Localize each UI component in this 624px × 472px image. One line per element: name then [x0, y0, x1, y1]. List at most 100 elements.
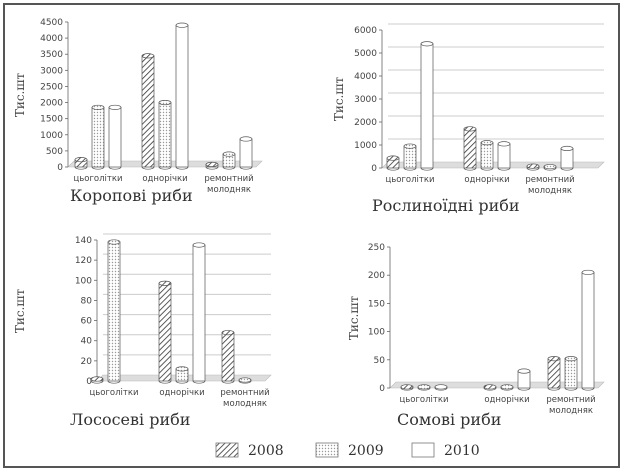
bar-2008-2 — [483, 384, 497, 391]
legend-item-2009: 2009 — [315, 442, 384, 459]
category-label: цьоголітки — [89, 388, 138, 398]
bar-2009-3 — [238, 377, 252, 384]
legend-label: 2010 — [444, 443, 480, 459]
bar-2010-2 — [175, 22, 189, 170]
legend-swatch — [315, 442, 339, 458]
y-tick-label: 6000 — [354, 26, 377, 36]
y-tick-label: 3000 — [40, 66, 63, 76]
bar-2009-2 — [158, 100, 172, 170]
y-tick-label: 2000 — [40, 99, 63, 109]
bar-2009-2 — [480, 140, 494, 171]
bar-2009-1 — [417, 384, 431, 391]
category-label: цьоголітки — [385, 175, 434, 185]
y-tick-label: 0 — [379, 384, 385, 394]
y-tick-label: 1000 — [40, 131, 63, 141]
chart-2: 0 1000 2000 3000 4000 5000 6000 цьоголітки однор… — [332, 23, 605, 215]
bar-2010-3 — [560, 145, 574, 171]
y-tick-label: 3500 — [40, 50, 63, 60]
category-label: цьоголітки — [73, 174, 122, 184]
chart-title: Лососеві риби — [70, 410, 190, 429]
y-tick-label: 140 — [75, 236, 92, 246]
y-axis-label: Тис.шт — [332, 76, 346, 121]
y-tick-label: 2500 — [40, 82, 63, 92]
y-axis-label: Тис.шт — [13, 288, 27, 333]
chart-3: 0 20 40 60 80 100 120 140 цьоголітки однорічки рем… — [13, 233, 272, 429]
legend-item-2010: 2010 — [411, 442, 480, 459]
bar-2008-3 — [221, 330, 235, 384]
bar-2008-2 — [463, 126, 477, 171]
y-tick-label: 150 — [368, 299, 385, 309]
bar-2009-1 — [107, 239, 121, 384]
bar-2009-3 — [543, 164, 557, 171]
y-tick-label: 100 — [368, 328, 385, 338]
y-tick-label: 0 — [371, 164, 377, 174]
y-tick-label: 1000 — [354, 141, 377, 151]
y-tick-label: 0 — [57, 163, 63, 173]
legend-label: 2009 — [348, 443, 384, 459]
y-tick-label: 4000 — [40, 34, 63, 44]
y-axis-label: Тис.шт — [13, 72, 27, 117]
category-label: ремонтний молодняк — [220, 388, 269, 409]
legend-item-2008: 2008 — [215, 442, 284, 459]
legend-swatch — [215, 442, 239, 458]
bar-2008-3 — [205, 161, 219, 170]
figure-frame — [3, 3, 620, 468]
y-tick-label: 4000 — [354, 72, 377, 82]
bar-2009-2 — [500, 384, 514, 391]
y-tick-label: 1500 — [40, 115, 63, 125]
chart-1: 0 500 1000 1500 2000 2500 3000 3500 4000 4500 цьог… — [13, 18, 263, 205]
chart-title: Рослиноїдні риби — [372, 196, 520, 215]
category-label: однорічки — [484, 395, 529, 405]
bar-2009-1 — [91, 104, 105, 170]
bar-2010-2 — [517, 368, 531, 391]
legend: 2008 2009 2010 — [215, 442, 480, 459]
bar-2008-2 — [158, 280, 172, 384]
y-tick-label: 120 — [75, 256, 92, 266]
chart-title: Сомові риби — [397, 410, 501, 429]
bar-2008-1 — [90, 376, 104, 384]
bar-2010-3 — [581, 269, 595, 391]
category-label: ремонтний молодняк — [525, 175, 574, 196]
bar-2008-3 — [547, 356, 561, 391]
bar-2009-2 — [175, 366, 189, 384]
y-tick-label: 2000 — [354, 118, 377, 128]
y-tick-label: 3000 — [354, 95, 377, 105]
y-tick-label: 100 — [75, 276, 92, 286]
bar-2008-1 — [400, 384, 414, 391]
y-tick-label: 60 — [81, 317, 93, 327]
bar-2008-1 — [386, 155, 400, 171]
bar-2010-1 — [434, 384, 448, 391]
category-label: ремонтний молодняк — [546, 395, 595, 416]
legend-swatch — [411, 442, 435, 458]
legend-label: 2008 — [248, 443, 284, 459]
bar-2010-2 — [192, 242, 206, 384]
bar-2008-3 — [526, 163, 540, 171]
category-label: однорічки — [464, 175, 509, 185]
bar-2010-1 — [108, 104, 122, 170]
category-label: однорічки — [159, 388, 204, 398]
bar-2009-1 — [403, 143, 417, 171]
bar-2010-1 — [420, 41, 434, 171]
category-label: ремонтний молодняк — [204, 174, 253, 195]
y-tick-label: 500 — [46, 147, 63, 157]
bar-2010-2 — [497, 141, 511, 171]
bar-2009-3 — [222, 151, 236, 170]
y-tick-label: 0 — [86, 377, 92, 387]
category-label: однорічки — [142, 174, 187, 184]
y-tick-label: 4500 — [40, 18, 63, 28]
y-axis-label: Тис.шт — [347, 295, 361, 340]
y-tick-label: 40 — [81, 337, 93, 347]
y-tick-label: 200 — [368, 271, 385, 281]
bar-2010-3 — [239, 136, 253, 170]
y-tick-label: 50 — [374, 356, 386, 366]
chart-4: 0 50 100 150 200 250 цьоголітки однорічки ремонт… — [347, 243, 605, 429]
y-tick-label: 80 — [81, 296, 93, 306]
bar-2008-2 — [141, 53, 155, 170]
y-tick-label: 5000 — [354, 49, 377, 59]
y-tick-label: 20 — [81, 357, 93, 367]
chart-title: Коропові риби — [70, 186, 193, 205]
bar-2008-1 — [74, 157, 88, 170]
y-tick-label: 250 — [368, 243, 385, 253]
category-label: цьоголітки — [399, 395, 448, 405]
